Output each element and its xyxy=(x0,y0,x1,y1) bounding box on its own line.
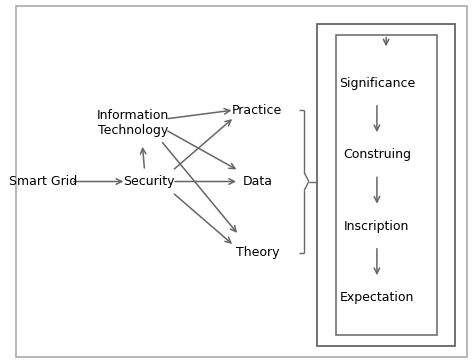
Text: Smart Grid: Smart Grid xyxy=(9,175,78,188)
Bar xyxy=(336,35,437,335)
Text: Theory: Theory xyxy=(236,246,279,260)
Text: Information
Technology: Information Technology xyxy=(97,109,169,136)
Text: Security: Security xyxy=(123,175,175,188)
Text: Construing: Construing xyxy=(343,148,411,161)
Text: Data: Data xyxy=(242,175,272,188)
Text: Significance: Significance xyxy=(339,77,415,90)
Bar xyxy=(317,24,455,346)
Text: Inscription: Inscription xyxy=(344,220,410,233)
Text: Practice: Practice xyxy=(232,103,283,117)
Text: Expectation: Expectation xyxy=(340,291,414,304)
